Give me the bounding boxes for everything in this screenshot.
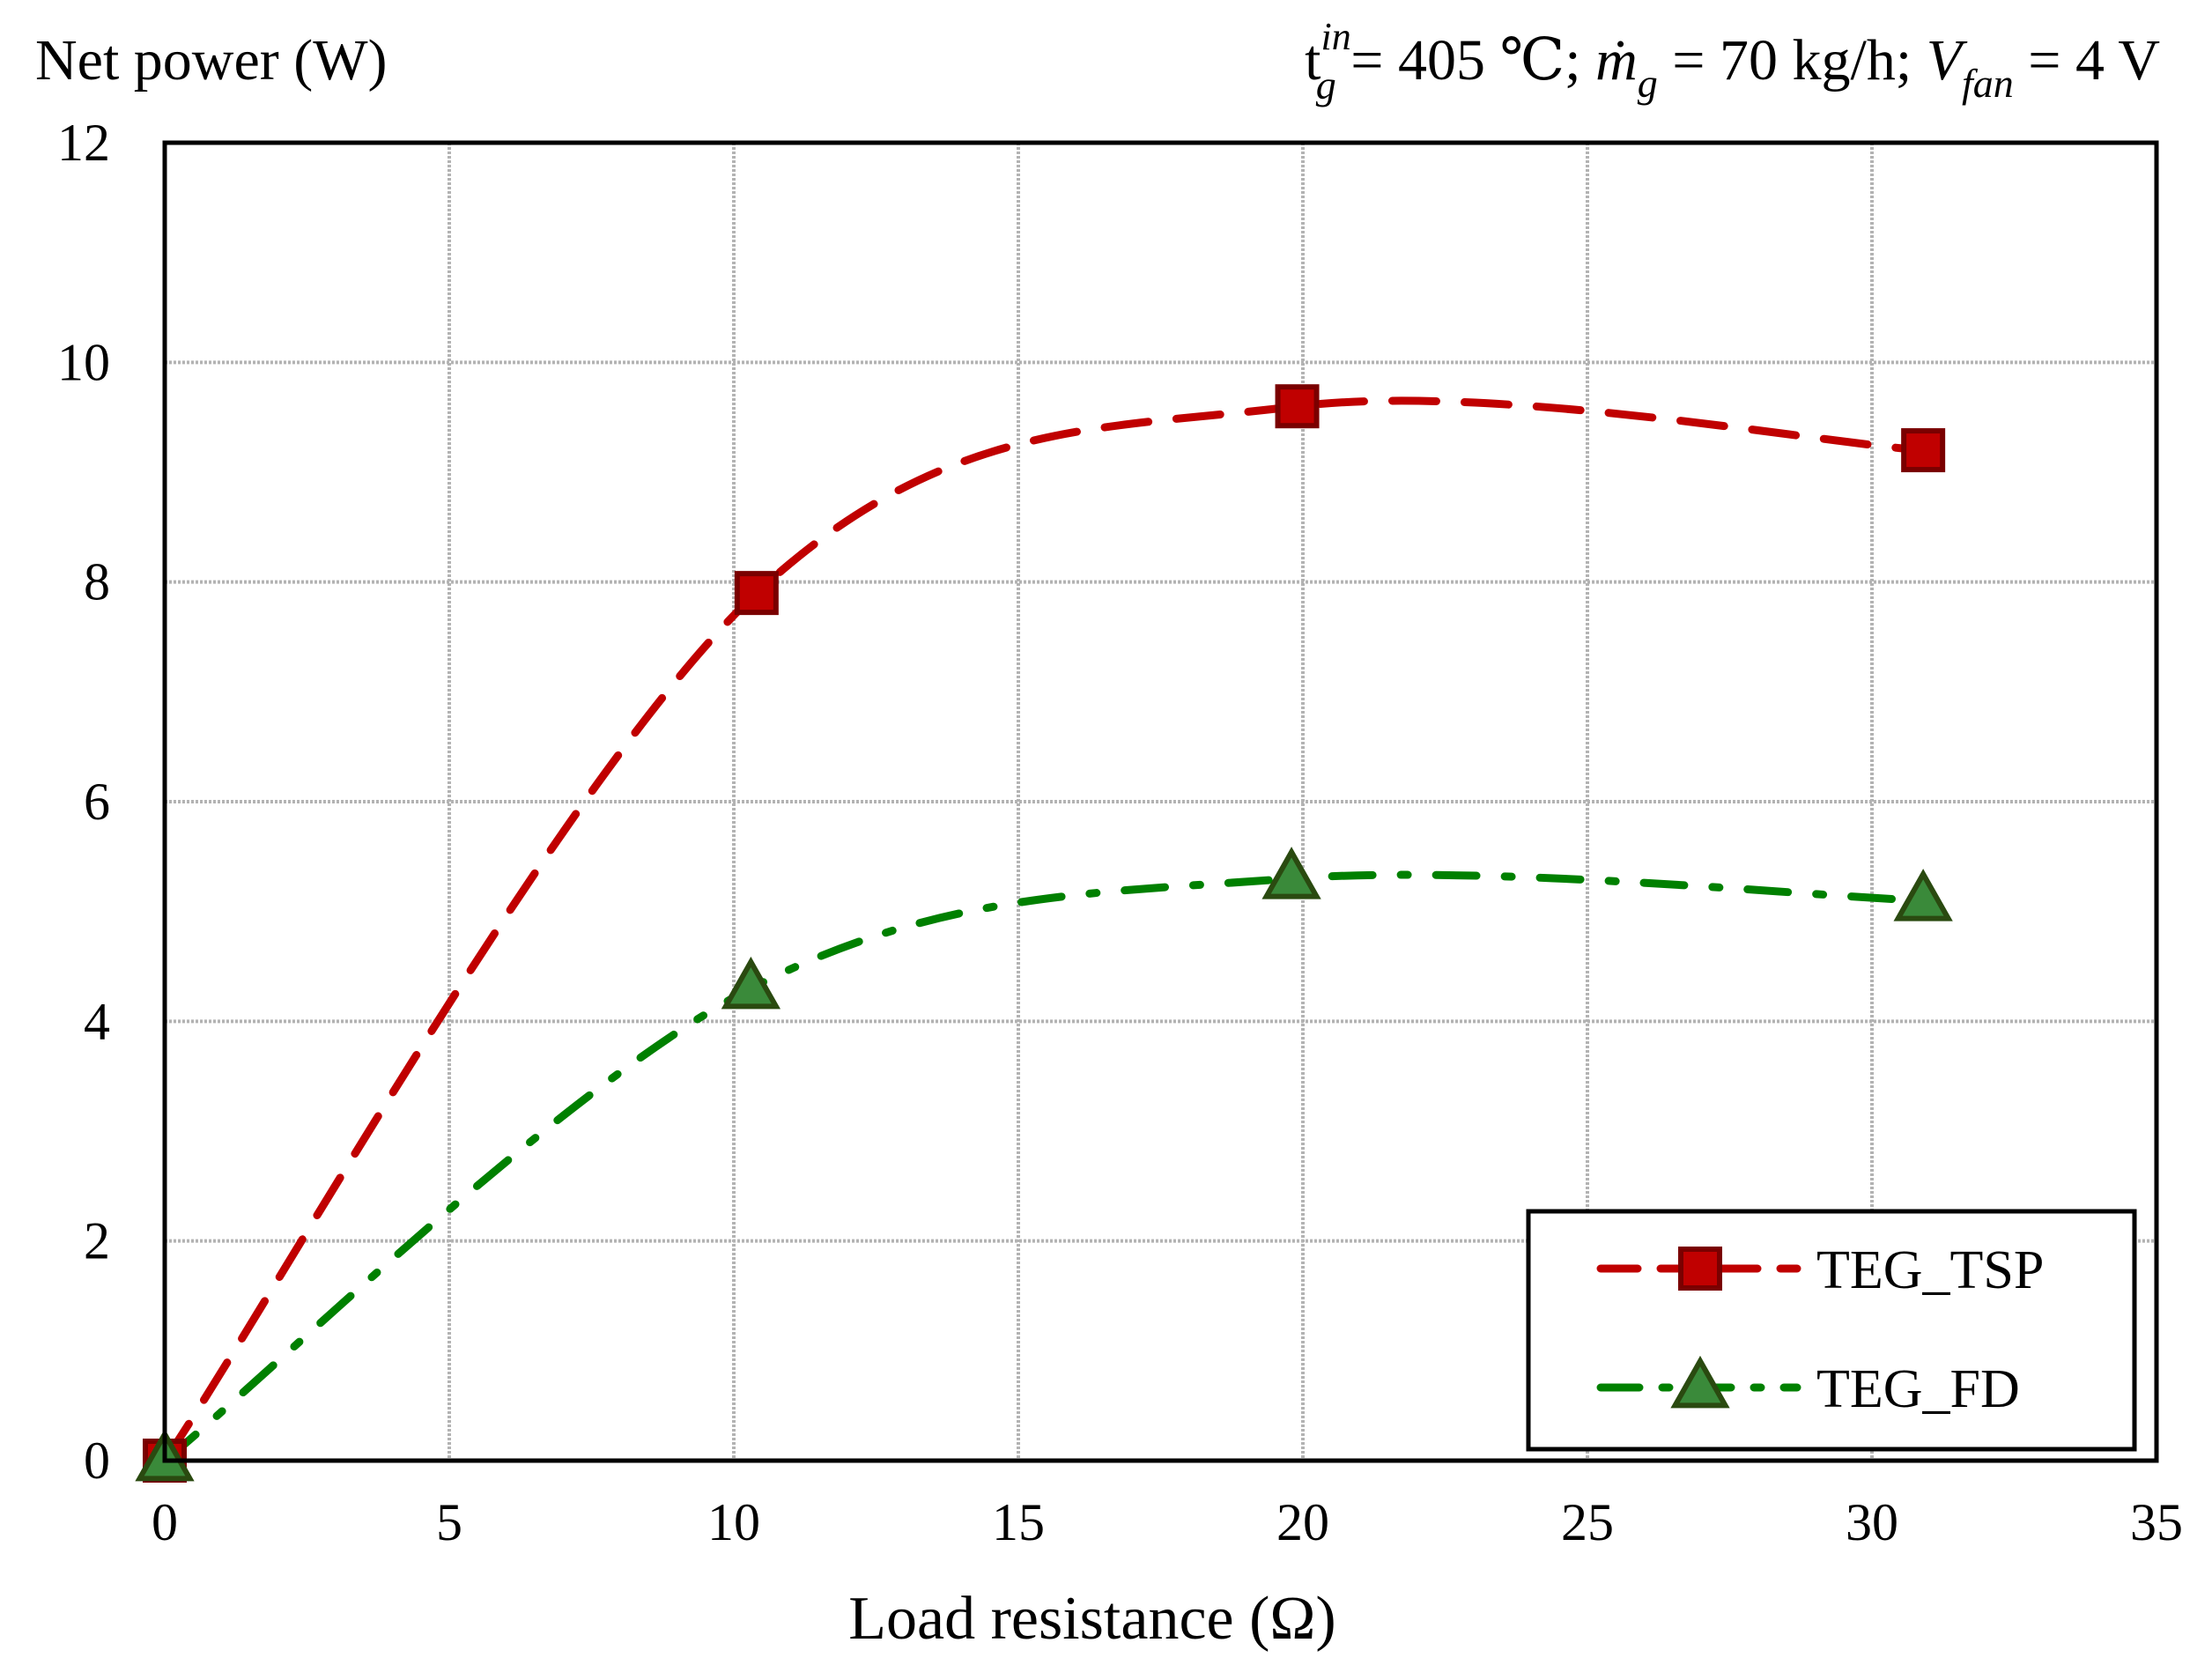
- y-tick-label: 6: [84, 773, 110, 831]
- data-point-teg-tsp: [734, 571, 779, 616]
- series-line-teg-tsp: [160, 396, 1927, 1465]
- x-tick-label: 15: [992, 1493, 1045, 1551]
- data-point-teg-fd: [1893, 869, 1953, 921]
- y-tick-labels: 0 2 4 6 8 10 12: [57, 114, 110, 1490]
- y-tick-label: 4: [84, 992, 110, 1050]
- data-point-teg-tsp: [1901, 428, 1946, 473]
- x-tick-label: 25: [1561, 1493, 1614, 1551]
- legend-box: [1526, 1209, 2137, 1452]
- title-v-subscript: fan: [1962, 61, 2014, 106]
- y-tick-label: 10: [57, 333, 110, 391]
- x-axis-label: Load resistance (Ω): [848, 1585, 1335, 1653]
- data-point-teg-fd: [721, 956, 781, 1010]
- title-v-value: = 4 V: [2014, 28, 2160, 92]
- series-lines: [160, 396, 1927, 1465]
- y-tick-label: 12: [57, 114, 110, 172]
- x-tick-label: 5: [436, 1493, 462, 1551]
- title-t-symbol: t: [1305, 28, 1321, 92]
- data-point-teg-fd: [1261, 847, 1321, 899]
- x-tick-labels: 0 5 10 15 20 25 30 35: [152, 1493, 2183, 1551]
- y-axis-label: Net power (W): [35, 28, 387, 92]
- x-tick-label: 10: [707, 1493, 760, 1551]
- chart-title: tin g = 405 ℃; ṁg = 70 kg/h; Vfan = 4 V: [1305, 15, 2160, 107]
- x-tick-label: 35: [2130, 1493, 2183, 1551]
- legend-marker-teg-fd: [1670, 1355, 1730, 1409]
- y-tick-label: 8: [84, 553, 110, 611]
- y-tick-label: 2: [84, 1212, 110, 1270]
- series-line-teg-fd: [160, 870, 1927, 1465]
- title-m-symbol: ṁ: [1595, 28, 1638, 92]
- legend-label-teg-fd: TEG_FD: [1816, 1359, 2020, 1419]
- legend-marker-teg-tsp: [1678, 1247, 1722, 1291]
- legend-label-teg-tsp: TEG_TSP: [1816, 1240, 2044, 1300]
- title-t-subscript: g: [1316, 63, 1336, 107]
- legend: TEG_TSP TEG_FD: [1526, 1209, 2137, 1452]
- data-point-teg-tsp: [1275, 384, 1320, 429]
- title-m-subscript: g: [1638, 61, 1658, 106]
- title-m-value: = 70 kg/h;: [1658, 28, 1927, 92]
- title-t-superscript: in: [1321, 15, 1350, 58]
- title-t-value: = 405 ℃;: [1336, 28, 1595, 92]
- x-tick-label: 0: [152, 1493, 178, 1551]
- title-v-symbol: V: [1927, 28, 1968, 92]
- plot-area-frame: [162, 140, 2159, 1463]
- x-tick-label: 20: [1276, 1493, 1329, 1551]
- y-tick-label: 0: [84, 1432, 110, 1490]
- x-tick-label: 30: [1846, 1493, 1898, 1551]
